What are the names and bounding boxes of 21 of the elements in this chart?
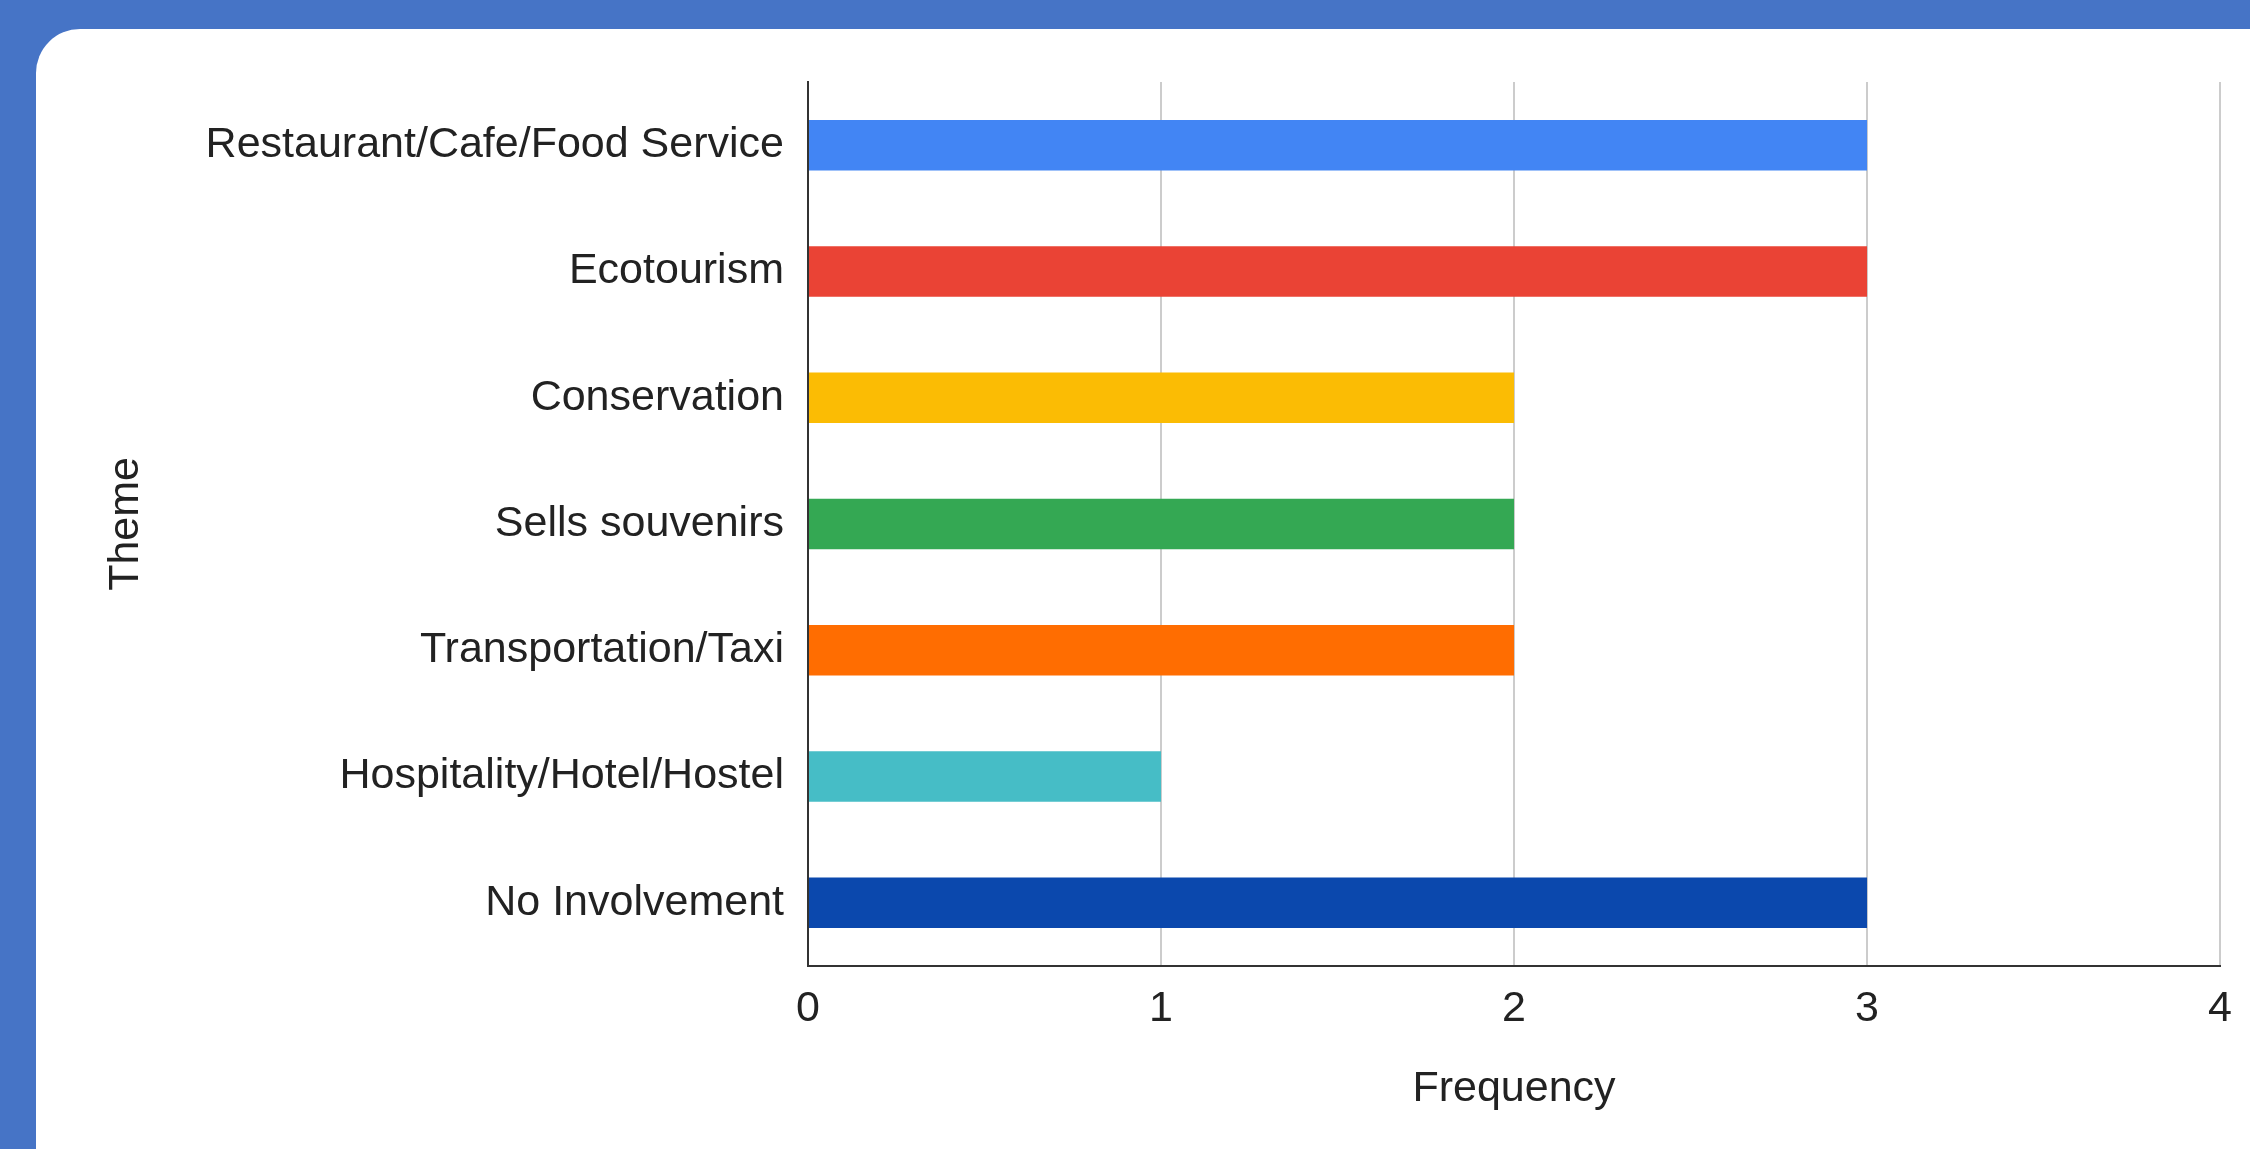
x-tick-label: 1 — [1149, 982, 1173, 1031]
y-tick-label: No Involvement — [485, 875, 785, 924]
x-tick-label: 0 — [796, 982, 820, 1031]
x-tick-label: 4 — [2208, 982, 2232, 1031]
bar — [809, 751, 1162, 802]
y-tick-label: Ecotourism — [568, 244, 784, 293]
x-axis-title: Frequency — [1412, 1062, 1617, 1111]
bar — [809, 119, 1868, 171]
y-tick-label: Hospitality/Hotel/Hostel — [339, 749, 784, 798]
y-tick-label: Sells souvenirs — [494, 496, 784, 545]
x-tick-label: 2 — [1502, 982, 1526, 1031]
y-tick-label: Transportation/Taxi — [419, 623, 784, 672]
x-tick-label: 3 — [1855, 982, 1879, 1031]
bar — [809, 498, 1515, 550]
y-axis-title: Theme — [98, 456, 147, 591]
bar — [809, 372, 1515, 423]
bar — [809, 246, 1868, 297]
y-tick-label: Conservation — [530, 370, 784, 419]
bar — [809, 624, 1515, 676]
y-tick-label: Restaurant/Cafe/Food Service — [205, 117, 784, 166]
bar — [809, 877, 1868, 928]
